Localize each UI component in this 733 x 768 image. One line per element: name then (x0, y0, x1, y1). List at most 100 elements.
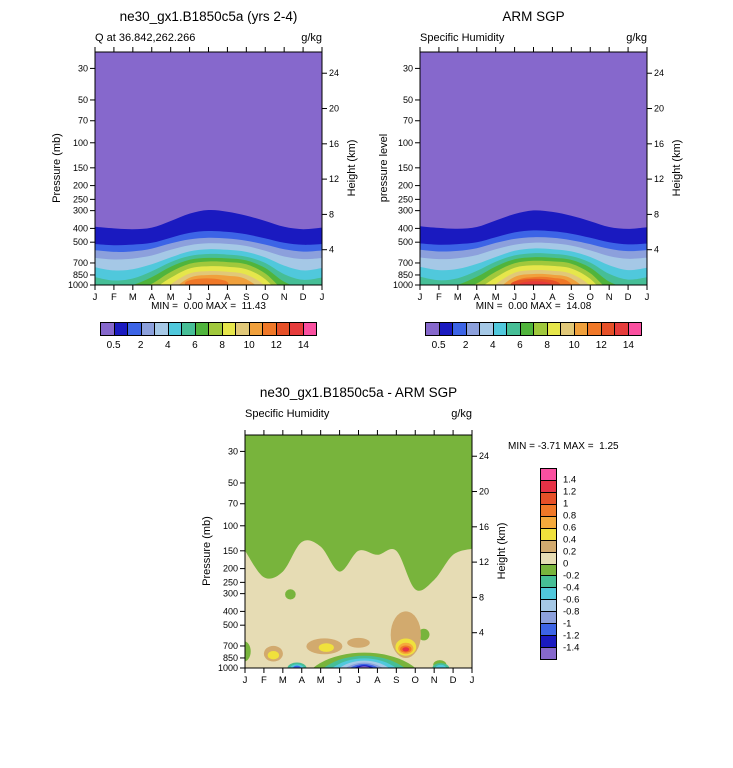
height-axis-label: Height (km) (496, 522, 508, 580)
colorbar-segment (541, 600, 556, 613)
pressure-tick-label: 400 (223, 606, 238, 616)
colorbar-segment (561, 323, 575, 335)
colorbar-tick-label: 8 (544, 340, 550, 351)
contour-blob (435, 664, 447, 668)
colorbar-segment (588, 323, 602, 335)
pressure-tick-label: 150 (398, 163, 413, 173)
month-tick-label: A (374, 675, 381, 686)
colorbar-tick-label: 1 (563, 498, 569, 510)
pressure-tick-label: 850 (398, 270, 413, 280)
colorbar-segment (541, 492, 556, 505)
colorbar-segment (541, 480, 556, 493)
month-tick-label: F (261, 675, 267, 686)
colorbar-tick-label: 14 (622, 340, 634, 351)
month-tick-label: M (279, 675, 287, 686)
pressure-tick-label: 30 (228, 446, 238, 456)
colorbar-strip (100, 322, 317, 336)
pressure-tick-label: 1000 (68, 280, 88, 290)
colorbar-tick-label: 2 (137, 340, 144, 351)
colorbar-tick-label: -0.6 (563, 594, 580, 606)
colorbar-segment (128, 323, 142, 335)
month-tick-label: J (243, 675, 248, 686)
height-tick-label: 4 (654, 245, 659, 255)
colorbar-tick-label: 14 (297, 340, 309, 351)
chart-subtitle: Specific Humidity (245, 408, 330, 420)
colorbar-segment (155, 323, 169, 335)
pressure-tick-label: 50 (78, 95, 88, 105)
pressure-tick-label: 500 (398, 237, 413, 247)
contour-blob (339, 660, 389, 668)
height-tick-label: 12 (654, 174, 664, 184)
minmax-label: MIN = 0.00 MAX = 11.43 (151, 301, 266, 312)
month-tick-label: O (262, 292, 269, 303)
height-tick-label: 20 (479, 487, 489, 497)
chart-subtitle: Specific Humidity (420, 32, 505, 44)
height-tick-label: 8 (329, 209, 334, 219)
height-tick-label: 24 (329, 68, 339, 78)
colorbar-segment (541, 552, 556, 565)
pressure-tick-label: 250 (398, 194, 413, 204)
colorbar-tick-label: -0.2 (563, 570, 580, 582)
colorbar-segment (541, 528, 556, 541)
colorbar-tick-label: 0 (563, 558, 569, 570)
colorbar-segment (114, 323, 128, 335)
chart-subtitle: Q at 36.842,262.266 (95, 32, 196, 44)
month-tick-label: F (111, 292, 117, 303)
month-tick-label: J (645, 292, 650, 303)
month-tick-label: J (206, 292, 211, 303)
pressure-tick-label: 50 (228, 478, 238, 488)
month-tick-label: S (393, 675, 399, 686)
colorbar-diff: 1.4 1.2 1 0.8 0.6 0.4 0.2 0 -0.2 -0.4 -0.6 -0.8 -1 -1… (540, 468, 610, 668)
contour-fill-group (95, 52, 322, 285)
colorbar-segment (541, 588, 556, 601)
colorbar-segment (303, 323, 316, 335)
height-tick-label: 12 (329, 174, 339, 184)
colorbar-segment (222, 323, 236, 335)
contour-blob (354, 665, 375, 668)
month-tick-label: F (436, 292, 442, 303)
colorbar-tick-label: 10 (568, 340, 580, 351)
colorbar-segment (547, 323, 561, 335)
pressure-tick-label: 400 (73, 223, 88, 233)
colorbar-tick-label: 0.5 (106, 340, 121, 351)
contour-fill-group (245, 435, 472, 668)
colorbar-segment (439, 323, 453, 335)
colorbar-segment (541, 469, 556, 481)
colorbar-segment (182, 323, 196, 335)
contour-blob (519, 281, 552, 285)
month-tick-label: M (454, 292, 462, 303)
colorbar-segment (541, 540, 556, 553)
height-tick-label: 16 (479, 522, 489, 532)
colorbar-segment (263, 323, 277, 335)
month-tick-label: A (149, 292, 156, 303)
pressure-tick-label: 700 (223, 641, 238, 651)
colorbar-segment (574, 323, 588, 335)
month-tick-label: M (492, 292, 500, 303)
height-tick-label: 24 (479, 451, 489, 461)
colorbar-segment (168, 323, 182, 335)
colorbar-segment (236, 323, 250, 335)
month-tick-label: S (243, 292, 249, 303)
pressure-tick-label: 1000 (218, 663, 238, 673)
contour-blob (318, 643, 334, 652)
month-tick-label: N (606, 292, 613, 303)
height-tick-label: 4 (329, 245, 334, 255)
colorbar-tick-label: -1.4 (563, 642, 580, 654)
colorbar-segment (101, 323, 115, 335)
pressure-tick-label: 200 (73, 181, 88, 191)
contour-blob (285, 589, 296, 600)
month-tick-label: J (320, 292, 325, 303)
pressure-tick-label: 30 (403, 63, 413, 73)
contour-blob (418, 628, 430, 641)
colorbar-segment (195, 323, 209, 335)
colorbar-segment (541, 576, 556, 589)
pressure-tick-label: 200 (398, 181, 413, 191)
month-tick-label: J (187, 292, 192, 303)
month-tick-label: J (470, 675, 475, 686)
month-tick-label: J (337, 675, 342, 686)
contour-fill-group (420, 52, 647, 285)
pressure-tick-label: 300 (398, 206, 413, 216)
minmax-label: MIN = 0.00 MAX = 14.08 (475, 301, 592, 312)
colorbar-segment (541, 564, 556, 577)
height-tick-label: 16 (654, 139, 664, 149)
